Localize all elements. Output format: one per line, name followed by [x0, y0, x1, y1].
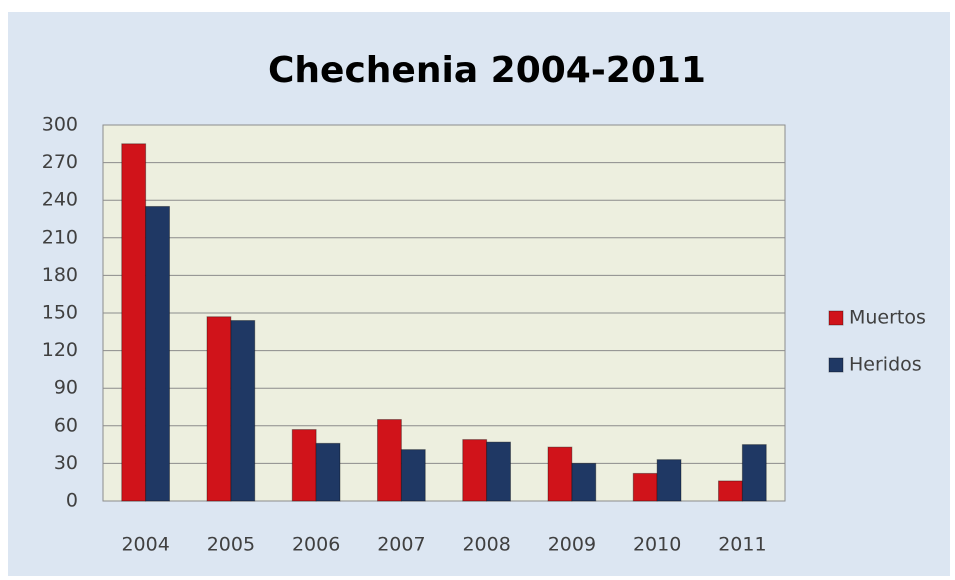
y-tick-label: 150	[42, 302, 78, 324]
bar	[741, 444, 767, 502]
y-tick-label: 180	[42, 264, 78, 286]
bar	[145, 205, 170, 502]
bar	[400, 449, 426, 502]
y-tick-label: 300	[42, 114, 78, 136]
y-tick-label: 210	[42, 226, 78, 248]
chart-title: Chechenia 2004-2011	[268, 50, 706, 91]
x-tick-label: 2006	[292, 534, 340, 556]
bar	[656, 459, 682, 502]
bar	[547, 446, 573, 502]
bar	[632, 472, 658, 502]
y-tick-label: 120	[42, 339, 78, 361]
x-tick-label: 2004	[121, 534, 169, 556]
bar	[121, 143, 147, 502]
legend-swatch	[828, 357, 844, 373]
x-tick-label: 2007	[377, 534, 425, 556]
y-tick-label: 60	[54, 414, 78, 436]
y-tick-label: 90	[54, 377, 78, 399]
bar	[291, 429, 317, 502]
y-tick-label: 30	[54, 452, 78, 474]
y-tick-label: 270	[42, 151, 78, 173]
bar	[377, 419, 402, 502]
bar	[486, 441, 511, 502]
x-tick-label: 2011	[718, 534, 766, 556]
y-tick-label: 240	[42, 189, 78, 211]
bar	[230, 320, 256, 502]
x-tick-label: 2005	[207, 534, 255, 556]
y-tick-label: 0	[66, 490, 78, 512]
x-tick-label: 2010	[633, 534, 681, 556]
legend-label: Muertos	[849, 307, 926, 329]
bar	[315, 442, 341, 502]
x-tick-label: 2009	[548, 534, 596, 556]
bar	[571, 462, 597, 502]
legend-swatch	[828, 310, 844, 326]
bar	[462, 439, 488, 502]
bar	[206, 316, 232, 502]
legend-label: Heridos	[849, 354, 922, 376]
x-tick-label: 2008	[462, 534, 510, 556]
bar	[718, 480, 743, 502]
